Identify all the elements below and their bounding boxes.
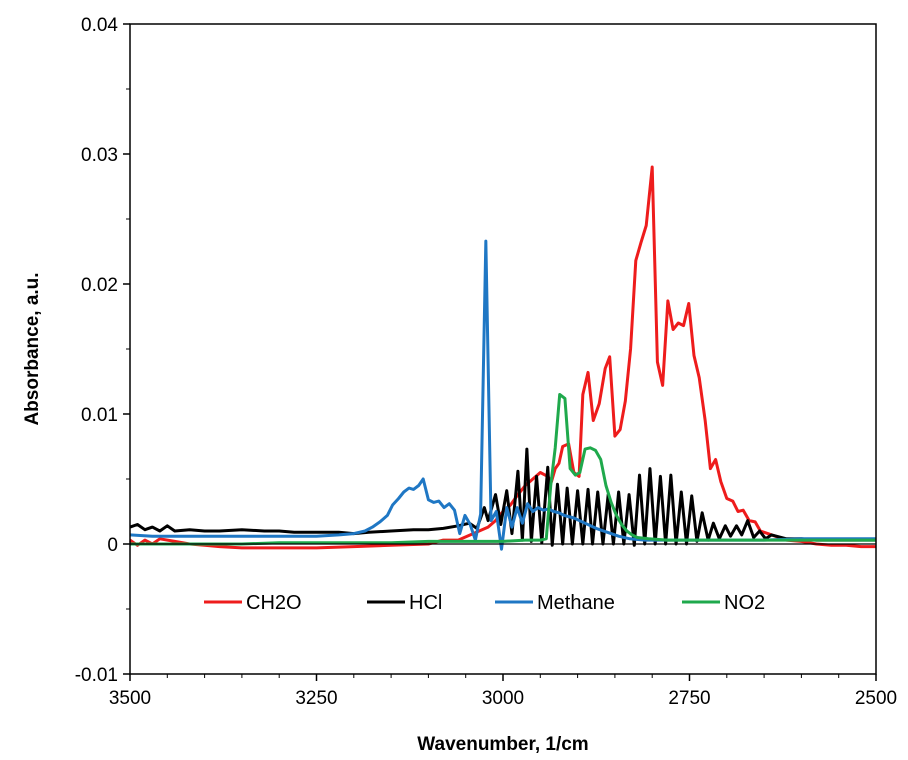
plot-area xyxy=(130,24,876,674)
x-tick-label: 3000 xyxy=(482,688,524,709)
y-tick-label: 0.04 xyxy=(81,15,118,36)
series-line-methane xyxy=(129,239,876,551)
axes-layer: -0.01 0 0.01 0.02 0.03 0.04 3500 3250 3000 2750 25… xyxy=(75,15,897,709)
series-line-ch2o xyxy=(129,165,876,550)
x-tick-label: 2500 xyxy=(855,688,897,709)
series-line-hcl xyxy=(129,447,876,547)
legend-label-ch2o: CH2O xyxy=(246,592,302,614)
y-tick-label: 0.02 xyxy=(81,275,118,296)
x-tick-label: 2750 xyxy=(668,688,710,709)
y-tick-label: 0.03 xyxy=(81,145,118,166)
y-tick-label: -0.01 xyxy=(75,665,118,686)
series-layer xyxy=(129,165,876,551)
x-axis-title: Wavenumber, 1/cm xyxy=(417,734,588,755)
y-tick-label: 0 xyxy=(107,535,118,556)
legend-label-no2: NO2 xyxy=(724,592,765,614)
x-tick-label: 3500 xyxy=(109,688,151,709)
legend-label-methane: Methane xyxy=(537,592,615,614)
legend: CH2O HCl Methane NO2 xyxy=(204,592,765,614)
legend-label-hcl: HCl xyxy=(409,592,442,614)
x-tick-label: 3250 xyxy=(295,688,337,709)
y-tick-label: 0.01 xyxy=(81,405,118,426)
series-line-no2 xyxy=(130,393,876,546)
y-axis-title: Absorbance, a.u. xyxy=(22,272,43,425)
